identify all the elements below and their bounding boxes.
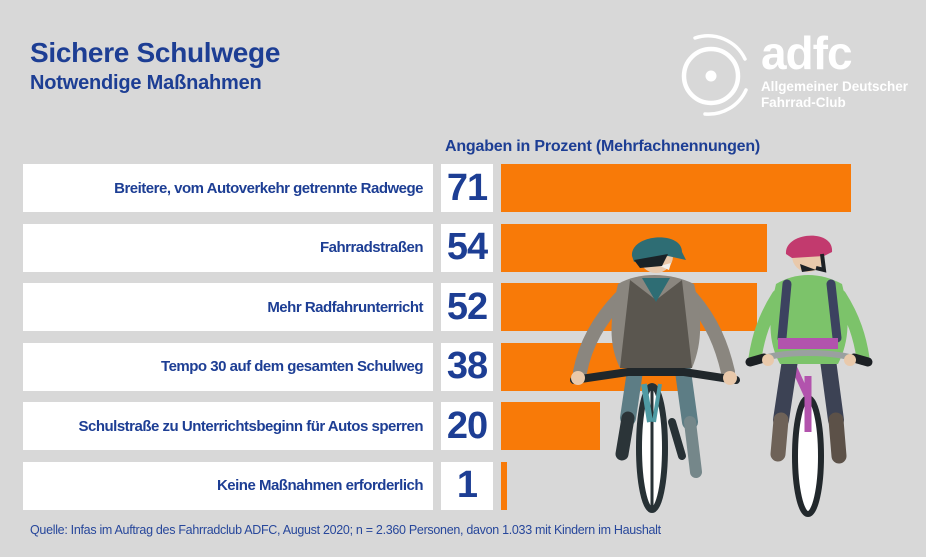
- bicycle-wheel-icon: [673, 28, 755, 123]
- category-label-box: Schulstraße zu Unterrichtsbeginn für Aut…: [23, 402, 433, 450]
- source-note: Quelle: Infas im Auftrag des Fahrradclub…: [30, 523, 661, 537]
- value-badge: 71: [441, 164, 493, 212]
- bar: [501, 164, 852, 212]
- child-right: [745, 235, 873, 517]
- value-badge: 52: [441, 283, 493, 331]
- bar: [501, 223, 768, 272]
- value-badge: 20: [441, 402, 493, 450]
- bar-track: [501, 402, 926, 450]
- value-badge: 54: [441, 223, 493, 272]
- bar: [501, 461, 507, 510]
- page-title: Sichere Schulwege: [30, 37, 281, 68]
- value-badge: 1: [441, 461, 493, 510]
- bar-track: [501, 164, 926, 212]
- bar-track: [501, 223, 926, 272]
- category-label-box: Fahrradstraßen: [23, 223, 433, 272]
- logo-subtitle: Allgemeiner Deutscher Fahrrad-Club: [760, 78, 908, 110]
- bar: [501, 402, 600, 450]
- table-row: Keine Maßnahmen erforderlich 1: [23, 461, 926, 510]
- bar-track: [501, 461, 926, 510]
- value-badge: 38: [441, 342, 493, 391]
- bar-chart: Breitere, vom Autoverkehr getrennte Radw…: [23, 164, 926, 510]
- title-block: Sichere Schulwege Notwendige Maßnahmen: [30, 38, 280, 95]
- page-subtitle: Notwendige Maßnahmen: [30, 72, 262, 95]
- category-label-box: Keine Maßnahmen erforderlich: [23, 461, 433, 510]
- chart-header: Angaben in Prozent (Mehrfachnennungen): [445, 138, 761, 155]
- table-row: Breitere, vom Autoverkehr getrennte Radw…: [23, 164, 926, 212]
- children-cycling-illustration: [540, 226, 900, 523]
- category-label-box: Tempo 30 auf dem gesamten Schulweg: [23, 342, 433, 391]
- logo-text: adfc Allgemeiner Deutscher Fahrrad-Club: [760, 27, 908, 111]
- logo-brand: adfc: [760, 27, 853, 79]
- table-row: Fahrradstraßen 54: [23, 223, 926, 272]
- adfc-logo: adfc Allgemeiner Deutscher Fahrrad-Club: [673, 28, 908, 123]
- category-label-box: Breitere, vom Autoverkehr getrennte Radw…: [23, 164, 433, 212]
- category-label-box: Mehr Radfahrunterricht: [23, 283, 433, 331]
- table-row: Schulstraße zu Unterrichtsbeginn für Aut…: [23, 402, 926, 450]
- child-left: [570, 237, 740, 513]
